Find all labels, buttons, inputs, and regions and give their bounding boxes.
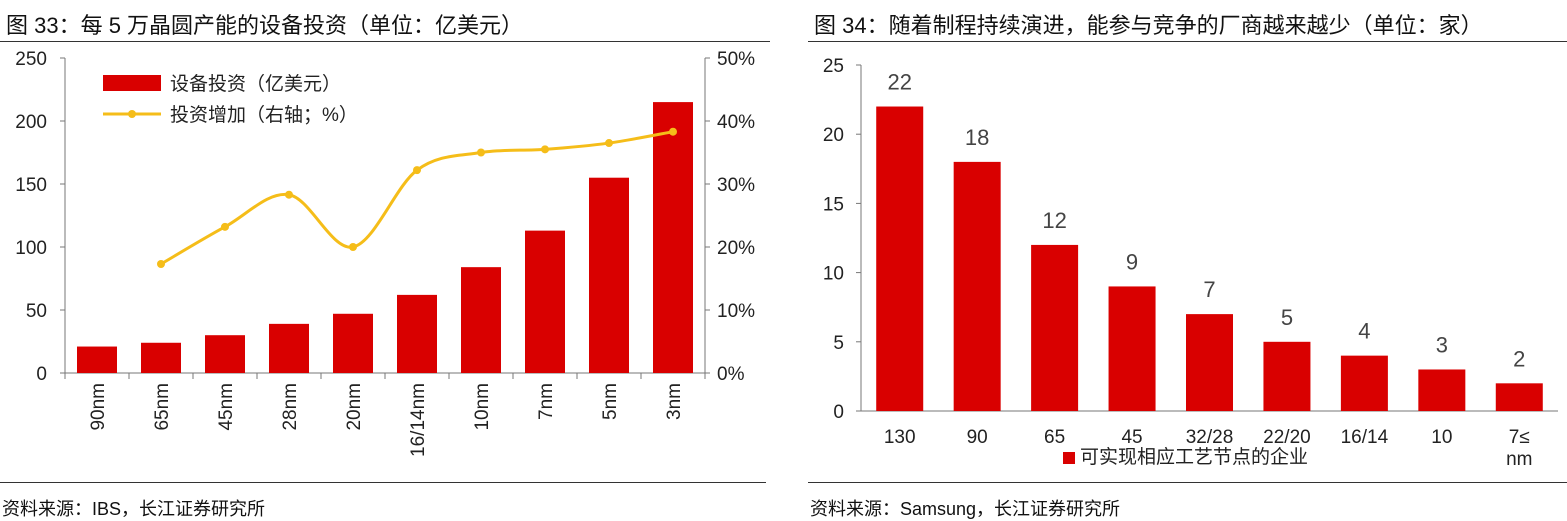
company-count-bar [1186, 314, 1233, 411]
investment-bar [141, 342, 181, 373]
left-y-tick-label: 0 [36, 364, 47, 385]
title-divider [808, 41, 1567, 42]
right-y-tick-label: 50% [717, 49, 755, 70]
investment-bar [77, 346, 117, 373]
data-label: 9 [1126, 249, 1138, 274]
company-count-bar [1031, 244, 1079, 411]
x-tick-label: 20nm [344, 383, 365, 431]
company-count-bar [1495, 383, 1543, 411]
right-y-tick-label: 40% [717, 112, 755, 133]
figure-34-title: 图 34：随着制程持续演进，能参与竞争的厂商越来越少（单位：家） [814, 13, 1483, 38]
y-tick-label: 10 [823, 264, 844, 285]
x-tick-label: 16/14 [1341, 427, 1389, 448]
title-divider [0, 41, 770, 42]
x-tick-label: 10 [1431, 427, 1452, 448]
growth-point [413, 166, 421, 175]
x-tick-label: 45 [1121, 427, 1142, 448]
growth-point [669, 127, 677, 136]
x-tick-label: 16/14nm [408, 383, 429, 457]
x-tick-label: 45nm [216, 383, 237, 431]
legend-swatch [1063, 452, 1075, 464]
foundry-count-chart: 0 5 10 15 20 25 22 18 12 9 7 5 4 3 2 130 90 65 45 32/28 22/2… [823, 56, 1558, 470]
y-tick-label: 20 [823, 125, 844, 146]
company-count-bar [1418, 369, 1466, 411]
left-y-tick-label: 100 [15, 238, 47, 259]
data-label: 5 [1281, 305, 1293, 330]
left-y-tick-label: 50 [26, 301, 47, 322]
y-tick-label: 15 [823, 194, 844, 215]
investment-bar [205, 335, 245, 373]
right-y-tick-label: 20% [717, 238, 755, 259]
data-label: 7 [1203, 277, 1215, 302]
figure-34-panel: 图 34：随着制程持续演进，能参与竞争的厂商越来越少（单位：家） 0 5 10 15 2… [808, 0, 1567, 519]
left-y-tick-label: 250 [15, 49, 47, 70]
legend-label: 可实现相应工艺节点的企业 [1080, 446, 1308, 468]
growth-point [221, 222, 229, 231]
source-divider [0, 482, 766, 483]
legend-line-marker [128, 110, 136, 118]
right-y-tick-label: 30% [717, 175, 755, 196]
x-tick-label: 22/20 [1263, 427, 1311, 448]
company-count-bar [876, 106, 924, 412]
growth-point [605, 139, 613, 148]
x-tick-label: 28nm [280, 383, 301, 431]
x-tick-label: 3nm [664, 383, 685, 420]
y-tick-label: 0 [833, 402, 844, 423]
growth-point [477, 148, 485, 157]
x-tick-label: 32/28 [1186, 427, 1234, 448]
x-tick-label: 5nm [600, 383, 621, 420]
data-label: 18 [965, 125, 989, 150]
investment-bar [397, 294, 437, 373]
right-y-tick-label: 0% [717, 364, 745, 385]
company-count-bar [1108, 286, 1156, 411]
growth-point [157, 260, 165, 269]
figure-34-source: 资料来源：Samsung，长江证券研究所 [810, 499, 1121, 519]
data-label: 22 [887, 70, 911, 95]
company-count-bar [1340, 355, 1388, 411]
investment-bar [461, 267, 501, 373]
investment-bar [269, 323, 309, 373]
data-label: 2 [1513, 346, 1525, 371]
legend-line-label: 投资增加（右轴；%） [170, 104, 358, 126]
investment-bar [525, 230, 565, 373]
x-tick-label: 65nm [152, 383, 173, 431]
x-tick-label: 130 [884, 427, 916, 448]
figure-33-panel: 图 33：每 5 万晶圆产能的设备投资（单位：亿美元） 0 50 100 150 200… [0, 0, 770, 519]
y-tick-label: 25 [823, 56, 844, 77]
x-tick-label: 10nm [472, 383, 493, 431]
investment-bar [589, 177, 629, 373]
figure-33-title: 图 33：每 5 万晶圆产能的设备投资（单位：亿美元） [6, 13, 524, 38]
source-divider [808, 482, 1567, 483]
investment-growth-line [160, 130, 674, 266]
right-y-tick-label: 10% [717, 301, 755, 322]
legend-bar-swatch [103, 75, 161, 91]
x-tick-label: 65 [1044, 427, 1065, 448]
figure-33-source: 资料来源：IBS，长江证券研究所 [2, 499, 266, 519]
x-tick-label: 7≤ nm [1506, 427, 1532, 470]
investment-bar [653, 102, 693, 373]
growth-point [285, 190, 293, 199]
data-label: 3 [1436, 332, 1448, 357]
growth-point [541, 145, 549, 154]
left-y-tick-label: 150 [15, 175, 47, 196]
company-count-bar [1263, 341, 1311, 411]
x-tick-label: 7nm [536, 383, 557, 420]
left-y-tick-label: 200 [15, 112, 47, 133]
growth-point [349, 243, 357, 251]
investment-bar [333, 313, 373, 373]
legend-bar-label: 设备投资（亿美元） [170, 73, 341, 95]
y-tick-label: 5 [833, 333, 844, 354]
data-label: 12 [1042, 208, 1066, 233]
x-tick-label: 90nm [88, 383, 109, 431]
equipment-investment-chart: 0 50 100 150 200 250 0% 10% 20% 30% 40% 50% 90nm 65nm… [15, 49, 755, 457]
x-tick-label: 90 [967, 427, 988, 448]
company-count-bar [953, 161, 1001, 411]
data-label: 4 [1358, 319, 1370, 344]
